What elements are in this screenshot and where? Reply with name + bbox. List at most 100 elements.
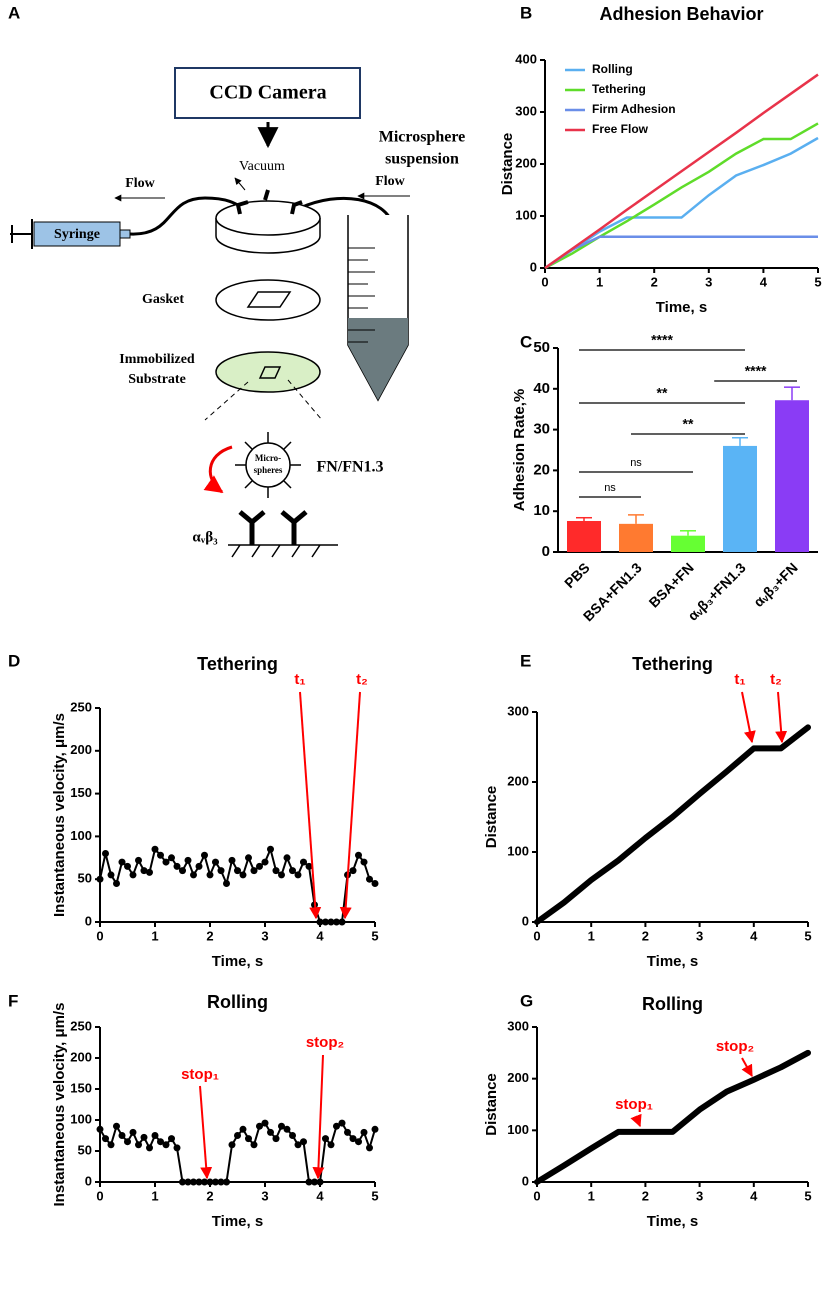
annotation-arrow — [339, 691, 361, 920]
y-tick-label: 50 — [78, 1142, 92, 1157]
gasket-window — [246, 291, 292, 308]
substrate-window — [258, 366, 282, 379]
point — [261, 1119, 269, 1127]
annotation: stop₂ — [306, 1034, 344, 1051]
bar — [775, 400, 809, 552]
significance-label: ** — [683, 416, 694, 432]
point — [184, 1178, 192, 1186]
x-tick-label: 4 — [750, 928, 758, 943]
point — [300, 1138, 307, 1146]
suspension-label: suspension — [385, 151, 459, 168]
point — [272, 867, 280, 875]
x-tick-label: 3 — [261, 1188, 268, 1203]
point — [289, 867, 296, 875]
point — [228, 856, 236, 864]
y-tick-label: 200 — [507, 773, 529, 788]
annotation: t₁ — [734, 671, 745, 688]
y-tick-label: 20 — [533, 461, 550, 478]
point — [256, 862, 263, 870]
x-tick-label: 5 — [804, 1188, 811, 1203]
dish-ports — [235, 189, 303, 215]
point — [140, 867, 148, 875]
point — [162, 858, 170, 866]
x-tick-label: 1 — [588, 1188, 595, 1203]
point — [349, 1135, 357, 1143]
point — [360, 858, 368, 866]
line — [534, 1049, 811, 1185]
point — [371, 879, 379, 887]
point — [146, 1144, 153, 1152]
y-tick-label: 300 — [507, 1018, 529, 1033]
y-tick-label: 150 — [70, 785, 92, 800]
y-tick-label: 300 — [507, 703, 529, 718]
y-tick-label: 30 — [533, 421, 550, 438]
point — [355, 1138, 362, 1146]
receptor-label: αᵥβ₃ — [192, 529, 218, 545]
x-tick-label: 3 — [705, 274, 712, 289]
y-tick-label: 100 — [507, 843, 529, 858]
point — [239, 871, 247, 879]
x-tick-label: 0 — [96, 1188, 103, 1203]
x-tick-label: 3 — [261, 928, 268, 943]
x-tick-label: 1 — [588, 928, 595, 943]
legend-label: Free Flow — [592, 122, 649, 136]
y-tick-label: 50 — [533, 339, 550, 356]
x-tick-label: 1 — [151, 1188, 158, 1203]
x-tick-label: 2 — [642, 928, 649, 943]
point — [195, 1178, 203, 1186]
point — [168, 1135, 175, 1143]
substrate — [215, 351, 321, 393]
point — [349, 867, 357, 875]
y-tick-label: 0 — [542, 543, 550, 560]
significance-label: **** — [745, 363, 767, 379]
point — [338, 918, 346, 926]
point — [245, 1135, 252, 1143]
annotation-arrow — [312, 1054, 325, 1180]
annotation-arrow — [741, 1057, 753, 1078]
annotation-arrow — [630, 1113, 642, 1128]
x-tick-label: 0 — [541, 274, 548, 289]
y-tick-label: 0 — [530, 259, 537, 274]
x-axis-label: Time, s — [647, 953, 698, 970]
point — [118, 858, 126, 866]
point — [96, 1125, 104, 1133]
point — [168, 854, 175, 862]
point — [272, 1135, 280, 1143]
annotation-arrow — [299, 691, 322, 920]
gasket — [215, 279, 321, 321]
y-tick-label: 0 — [85, 1173, 92, 1188]
diagram: CCD Camera Vacuum Flow Flow Microsphere … — [10, 67, 465, 558]
bar — [619, 523, 653, 552]
x-tick-label: 4 — [760, 274, 768, 289]
y-axis-label: Distance — [483, 786, 500, 849]
panel-label: D — [8, 651, 20, 670]
point — [173, 862, 181, 870]
point — [250, 1141, 258, 1149]
point — [124, 862, 131, 870]
point — [118, 1132, 126, 1139]
panel-label: C — [520, 332, 532, 351]
line — [544, 136, 819, 270]
point — [267, 845, 274, 853]
panel-label: G — [520, 991, 533, 1010]
x-tick-label: 3 — [696, 1188, 703, 1203]
y-axis-label: Adhesion Rate,% — [511, 389, 528, 512]
x-axis-label: Time, s — [656, 299, 707, 316]
point — [360, 1128, 368, 1136]
annotation: t₂ — [356, 671, 368, 688]
point — [157, 851, 164, 859]
point — [294, 1141, 302, 1149]
point — [223, 1178, 230, 1186]
x-tick-label: 0 — [533, 928, 540, 943]
x-tick-label: 3 — [696, 928, 703, 943]
y-axis-label: Instantaneous velocity, μm/s — [51, 1003, 68, 1207]
point — [261, 858, 269, 866]
y-tick-label: 100 — [507, 1122, 529, 1137]
microsphere-label: Micro- — [255, 453, 281, 463]
legend-label: Tethering — [592, 82, 646, 96]
y-tick-label: 250 — [70, 699, 92, 714]
point — [289, 1132, 296, 1139]
syringe-tip — [119, 229, 131, 239]
microsphere-label: spheres — [254, 465, 283, 475]
x-tick-label: 4 — [316, 1188, 324, 1203]
